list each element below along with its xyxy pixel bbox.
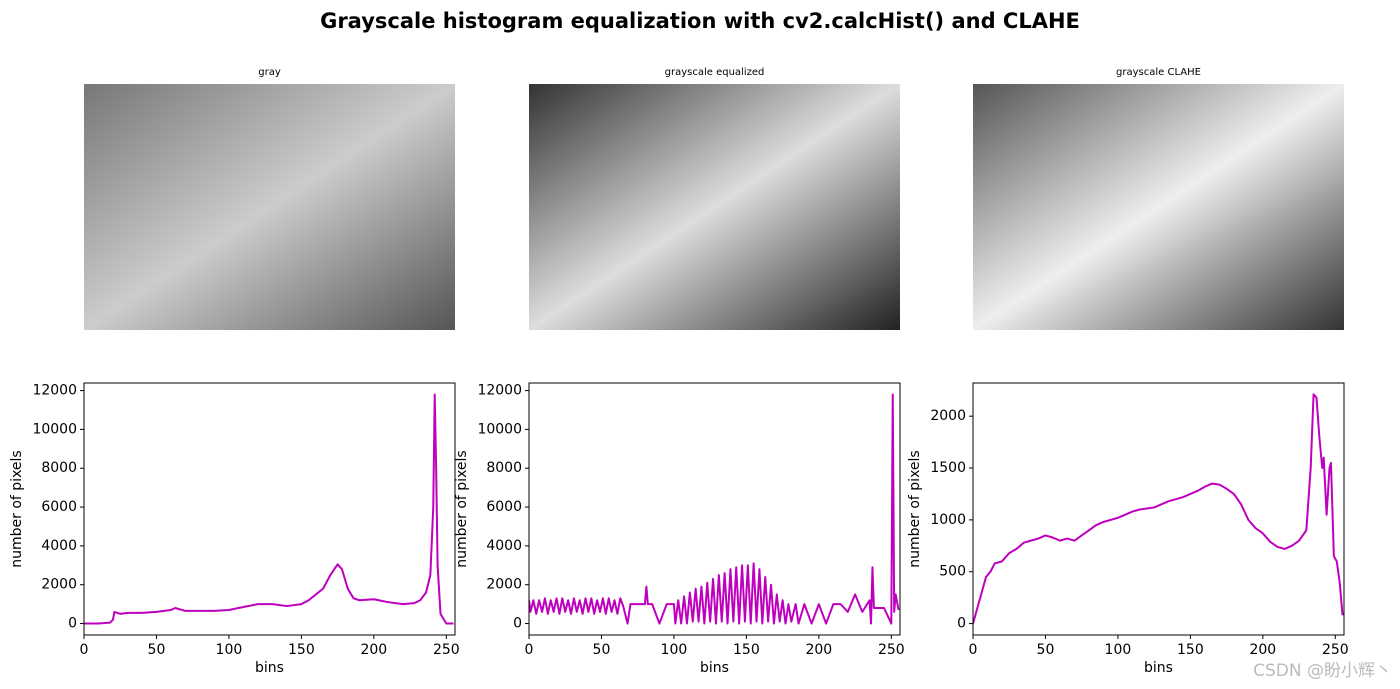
y-tick-label: 4000 <box>41 538 77 554</box>
x-tick-label: 150 <box>1177 642 1204 658</box>
y-tick-label: 2000 <box>930 408 966 424</box>
y-tick-label: 1000 <box>930 512 966 528</box>
axes-frame <box>83 382 456 636</box>
y-tick-label: 8000 <box>41 460 77 476</box>
x-tick-label: 150 <box>733 642 760 658</box>
y-tick-label: 0 <box>68 616 77 632</box>
data-line <box>529 393 900 625</box>
x-tick-label: 50 <box>1037 642 1055 658</box>
x-tick-label: 100 <box>1105 642 1132 658</box>
data-line <box>84 393 454 625</box>
x-tick-label: 200 <box>1249 642 1276 658</box>
x-tick-label: 100 <box>661 642 688 658</box>
x-tick-label: 50 <box>593 642 611 658</box>
axes-frame <box>528 382 901 636</box>
y-tick-label: 2000 <box>486 577 522 593</box>
x-axis-label: bins <box>700 660 729 676</box>
figure-title: Grayscale histogram equalization with cv… <box>320 9 1080 33</box>
y-axis-label: number of pixels <box>9 450 25 567</box>
y-tick-label: 0 <box>957 616 966 632</box>
watermark: CSDN @盼小辉丶 <box>1253 661 1392 681</box>
y-tick-label: 10000 <box>477 421 522 437</box>
x-axis-label: bins <box>255 660 284 676</box>
image-title: grayscale CLAHE <box>1116 67 1201 78</box>
image-title: gray <box>258 67 281 78</box>
x-tick-label: 250 <box>1322 642 1349 658</box>
y-tick-label: 10000 <box>32 421 77 437</box>
y-tick-label: 1500 <box>930 460 966 476</box>
y-tick-label: 6000 <box>486 499 522 515</box>
y-tick-label: 500 <box>939 564 966 580</box>
image <box>84 84 455 330</box>
y-tick-label: 12000 <box>32 383 77 399</box>
axes-frame <box>972 382 1345 636</box>
x-tick-label: 200 <box>360 642 387 658</box>
y-tick-label: 2000 <box>41 577 77 593</box>
x-tick-label: 200 <box>805 642 832 658</box>
x-axis-label: bins <box>1144 660 1173 676</box>
y-tick-label: 8000 <box>486 460 522 476</box>
x-tick-label: 150 <box>288 642 315 658</box>
y-tick-label: 6000 <box>41 499 77 515</box>
x-tick-label: 250 <box>433 642 460 658</box>
x-tick-label: 250 <box>878 642 905 658</box>
image <box>529 84 900 330</box>
y-tick-label: 12000 <box>477 383 522 399</box>
y-tick-label: 0 <box>513 616 522 632</box>
y-axis-label: number of pixels <box>907 450 923 567</box>
x-tick-label: 100 <box>216 642 243 658</box>
x-tick-label: 0 <box>525 642 534 658</box>
image <box>973 84 1344 330</box>
x-tick-label: 0 <box>969 642 978 658</box>
image-title: grayscale equalized <box>665 67 765 78</box>
y-axis-label: number of pixels <box>454 450 470 567</box>
x-tick-label: 0 <box>80 642 89 658</box>
y-tick-label: 4000 <box>486 538 522 554</box>
data-line <box>973 393 1344 624</box>
x-tick-label: 50 <box>148 642 166 658</box>
